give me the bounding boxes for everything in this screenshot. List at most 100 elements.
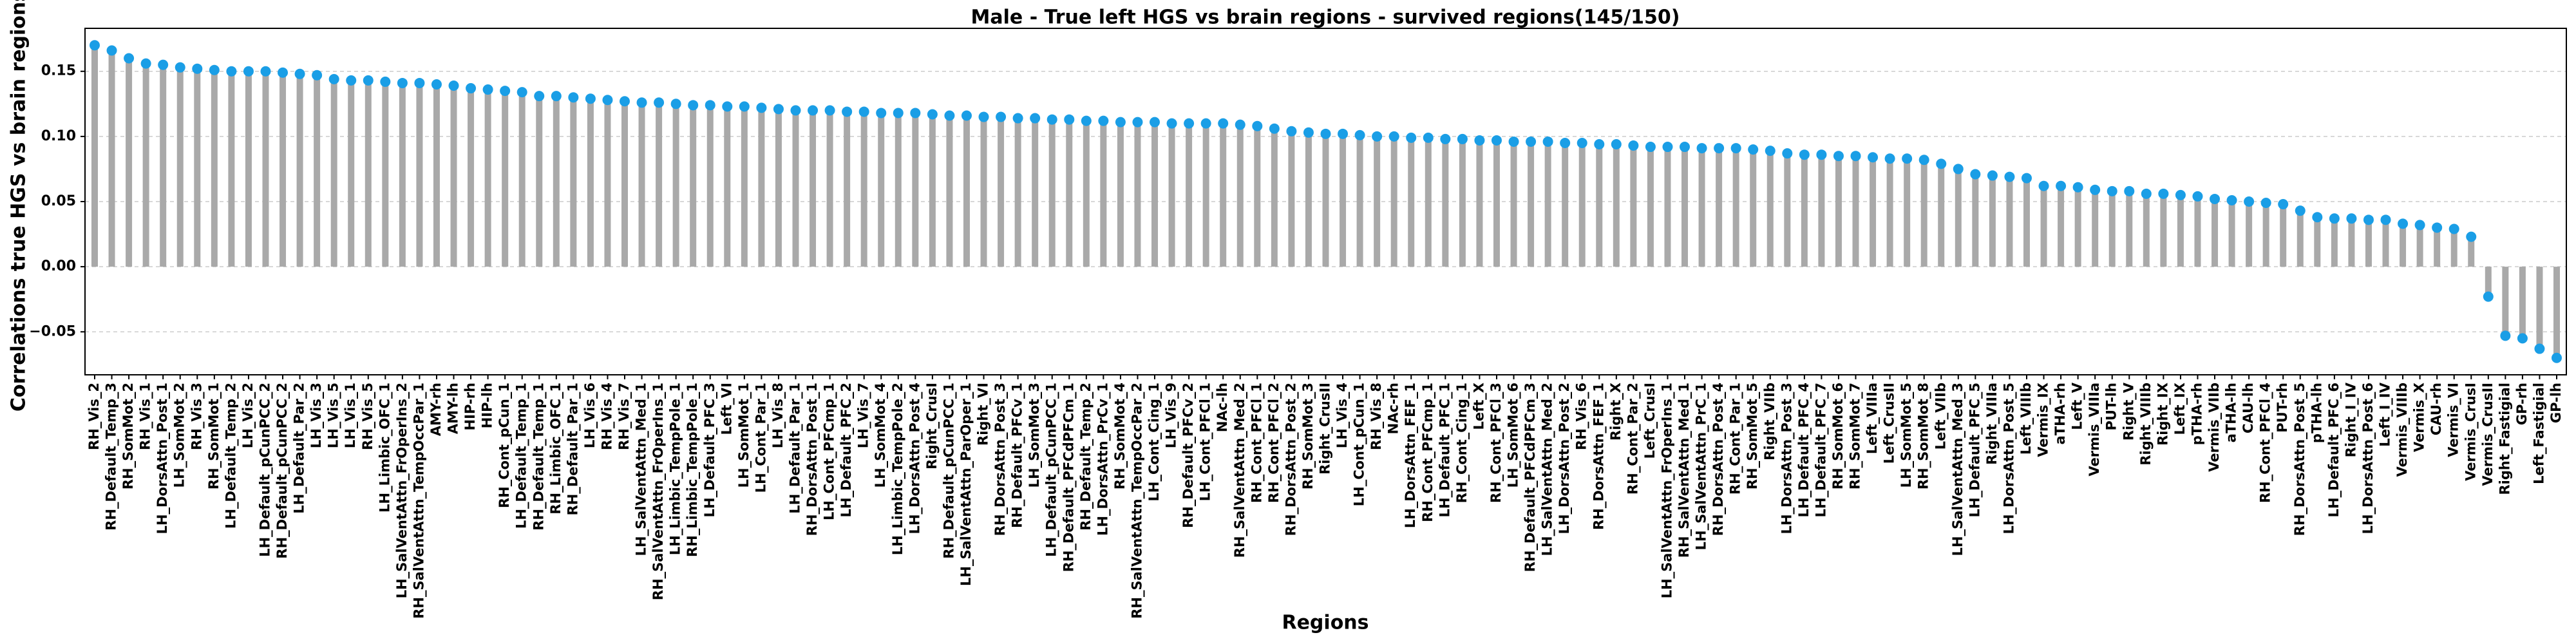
- dot: [756, 102, 767, 113]
- dot: [534, 91, 545, 102]
- dot: [2260, 198, 2271, 209]
- x-tick-label: RH_SalVentAttn_TempOccPar_2: [1129, 383, 1144, 619]
- dot: [1696, 143, 1707, 154]
- x-tick-label: LH_DorsAttn_Post_6: [2360, 383, 2376, 534]
- x-tick-label: LH_SalVentAttn_FrOperIns_2: [394, 383, 410, 598]
- dot: [1303, 127, 1314, 138]
- dot: [2175, 189, 2186, 200]
- x-tick-label: AMY-rh: [428, 383, 444, 436]
- x-tick-label: LH_Cont_PFCl_1: [1198, 383, 1213, 501]
- dot: [1987, 170, 1998, 181]
- dot: [1662, 142, 1673, 153]
- x-tick-label: Vermis_CrusII: [2480, 383, 2496, 486]
- x-tick-label: LH_Vis_3: [308, 383, 324, 448]
- x-tick-label: LH_Default_pCunPCC_1: [1044, 383, 1059, 557]
- x-tick-label: RH_Vis_5: [360, 383, 375, 450]
- x-tick-label: LH_SomMot_4: [873, 383, 888, 488]
- dot: [2278, 199, 2289, 210]
- x-tick-label: AMY-lh: [446, 383, 461, 434]
- x-tick-label: LH_Default_PFC_3: [702, 383, 717, 517]
- x-tick-label: LH_Default_PFC_1: [1437, 383, 1452, 517]
- x-tick-label: LH_Default_PFC_4: [1796, 383, 1812, 517]
- x-tick-label: Left_VIIIb: [2018, 383, 2034, 455]
- x-tick-label: LH_Default_Par_2: [292, 383, 307, 514]
- dot: [1132, 117, 1143, 128]
- x-tick-label: RH_Vis_8: [1368, 383, 1384, 450]
- dot: [654, 97, 665, 108]
- x-tick-label: RH_SalVentAttn_Med_1: [1676, 383, 1692, 558]
- x-tick-label: LH_SomMot_2: [172, 383, 187, 488]
- dot: [1012, 113, 1023, 124]
- dot: [1833, 151, 1844, 162]
- dot: [2380, 214, 2391, 225]
- x-tick-label: LH_Cont_Par_1: [753, 383, 768, 493]
- dot: [1936, 158, 1947, 169]
- dot: [585, 93, 596, 104]
- y-axis-label: Correlations true HGS vs brain regions: [8, 0, 30, 412]
- x-tick-label: RH_Default_pCunPCC_1: [941, 383, 956, 559]
- x-tick-label: RH_Cont_pCun_1: [497, 383, 512, 508]
- x-tick-label: LH_SalVentAttn_Med_3: [1950, 383, 1965, 556]
- dot: [773, 104, 784, 115]
- dot: [1388, 131, 1399, 142]
- x-tick-label: LH_DorsAttn_Post_3: [1779, 383, 1794, 534]
- dot: [175, 62, 185, 73]
- dot: [876, 108, 887, 118]
- x-tick-label: Right_VI: [976, 383, 991, 446]
- x-tick-label: Right_CrusI: [924, 383, 940, 469]
- dot: [158, 59, 169, 70]
- x-tick-label: HIP-rh: [462, 383, 478, 430]
- x-tick-label: RH_SomMot_4: [1112, 383, 1128, 489]
- dot: [243, 66, 254, 77]
- dot: [397, 77, 408, 88]
- dot: [1098, 115, 1109, 126]
- dot: [1440, 133, 1451, 144]
- x-tick-label: Left_VIIIa: [1864, 383, 1880, 454]
- x-tick-label: RH_DorsAttn_FEF_1: [1591, 383, 1606, 530]
- x-tick-label: Right_V: [2121, 382, 2136, 440]
- x-tick-label: pTHA-rh: [2189, 383, 2204, 445]
- dot: [2004, 171, 2015, 182]
- x-tick-label: LH_SalVentAttn_Med_1: [634, 383, 649, 556]
- x-tick-label: RH_SomMot_6: [1830, 383, 1846, 489]
- dot: [1970, 169, 1981, 180]
- x-tick-label: LH_DorsAttn_Post_5: [2001, 383, 2016, 534]
- dot: [1372, 131, 1383, 142]
- dot: [1730, 143, 1741, 154]
- x-tick-label: LH_Cont_PFCmp_1: [822, 383, 837, 520]
- dot: [2346, 213, 2357, 224]
- dot: [739, 101, 750, 112]
- dot: [2483, 291, 2494, 302]
- x-tick-label: Vermis_CrusI: [2463, 383, 2478, 481]
- dot: [500, 86, 511, 97]
- dot: [380, 76, 391, 87]
- x-tick-label: Vermis_VIIIa: [2087, 383, 2102, 477]
- x-tick-label: RH_SomMot_5: [1745, 383, 1760, 489]
- x-tick-label: LH_SomMot_6: [1506, 383, 1521, 488]
- x-tick-label: PUT-rh: [2275, 383, 2290, 433]
- dot: [1645, 142, 1656, 153]
- x-tick-label: CAU-rh: [2429, 383, 2444, 435]
- dot: [106, 45, 117, 56]
- x-tick-label: HIP-lh: [480, 383, 495, 428]
- x-tick-label: RH_Default_PFCdPFCm_3: [1522, 383, 1538, 572]
- x-tick-label: Left_CrusII: [1882, 383, 1897, 464]
- dot: [482, 84, 493, 95]
- x-tick-label: RH_SalVentAttn_FrOperIns_1: [650, 383, 666, 600]
- dot: [294, 68, 305, 79]
- dot: [1748, 144, 1759, 155]
- dot: [2021, 173, 2032, 184]
- dot: [602, 95, 613, 106]
- dot: [2363, 214, 2374, 225]
- dot: [1064, 114, 1075, 125]
- x-tick-label: Left_VI: [719, 383, 734, 435]
- dot: [1046, 114, 1057, 125]
- dot: [1868, 152, 1879, 163]
- x-tick-label: Right_VIIIb: [2138, 383, 2154, 466]
- x-tick-label: Left_IX: [2172, 383, 2188, 435]
- dot: [1150, 117, 1160, 128]
- dot: [1953, 164, 1964, 175]
- dot: [1218, 118, 1229, 129]
- x-tick-label: RH_SomMot_7: [1848, 383, 1863, 489]
